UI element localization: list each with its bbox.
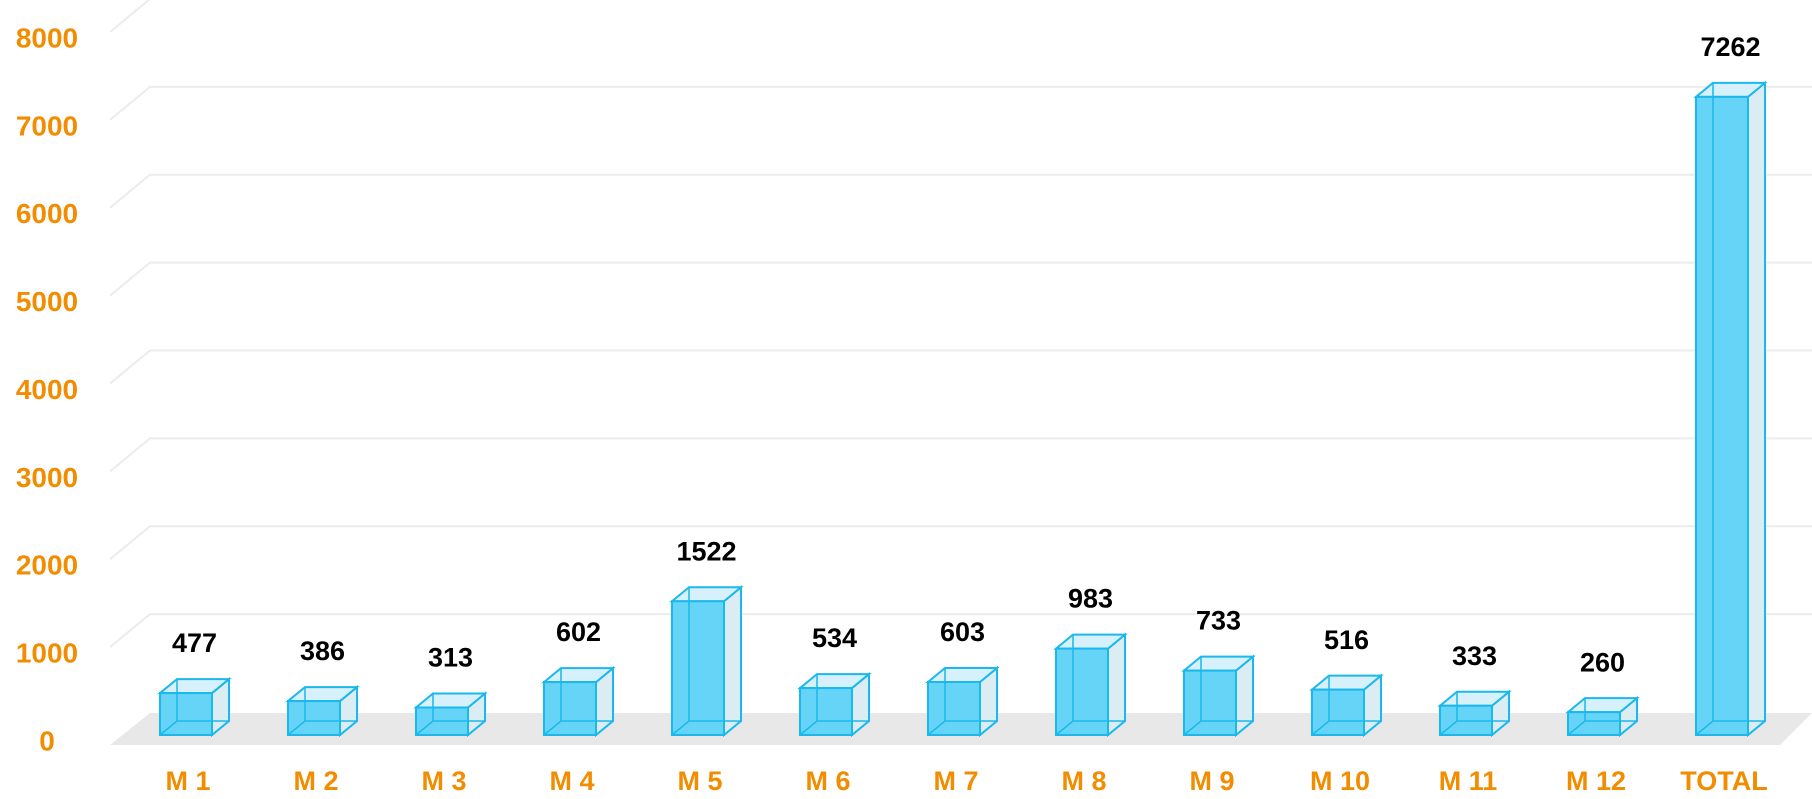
bar-side	[1107, 632, 1126, 738]
y-tick-label: 7000	[16, 110, 78, 141]
bar-side	[1747, 80, 1766, 738]
grid-line	[109, 613, 1812, 648]
bar-front	[543, 681, 597, 736]
grid-line	[109, 525, 1812, 561]
bar	[1693, 80, 1768, 738]
y-tick-label: 6000	[16, 198, 78, 229]
bar	[669, 585, 744, 738]
x-tick-label: M 10	[1310, 766, 1370, 796]
bar	[157, 676, 232, 738]
x-tick-label: M 11	[1439, 766, 1498, 796]
bar	[541, 665, 616, 738]
y-tick-label: 5000	[16, 286, 78, 317]
x-tick-label: M 7	[933, 766, 978, 796]
y-tick-label: 8000	[16, 22, 78, 53]
value-label: 477	[172, 628, 217, 658]
bar	[1565, 696, 1640, 738]
value-label: 733	[1196, 606, 1241, 636]
y-tick-label: 4000	[16, 374, 78, 405]
x-tick-label: M 8	[1061, 766, 1106, 796]
value-label: 313	[428, 643, 473, 673]
x-tick-label: M 9	[1189, 766, 1234, 796]
bar	[285, 684, 360, 738]
bar-front	[287, 700, 341, 737]
value-label: 516	[1324, 625, 1369, 655]
value-label: 386	[300, 636, 345, 666]
value-label: 333	[1452, 641, 1497, 671]
bar-front	[927, 681, 981, 736]
value-label: 983	[1068, 584, 1113, 614]
x-tick-label: M 12	[1566, 766, 1626, 796]
value-label: 7262	[1700, 32, 1760, 62]
grid-line	[109, 261, 1812, 297]
bar	[1053, 632, 1128, 738]
bar-front	[671, 600, 725, 737]
y-tick-label: 1000	[16, 638, 78, 669]
x-tick-label: M 3	[421, 766, 466, 796]
x-tick-label: M 6	[805, 766, 850, 796]
x-tick-label: M 1	[165, 766, 210, 796]
bar-front	[1183, 669, 1237, 737]
y-tick-label: 3000	[16, 462, 78, 493]
grid-line	[109, 437, 1812, 473]
value-label: 602	[556, 617, 601, 647]
bar-front	[1055, 647, 1109, 737]
bar	[1437, 689, 1512, 738]
bar	[925, 665, 1000, 738]
grid-line	[109, 85, 1812, 121]
value-label: 534	[812, 623, 857, 653]
bar-front	[1695, 95, 1749, 737]
bar	[1181, 654, 1256, 738]
bar	[797, 671, 872, 738]
bar-front	[1567, 711, 1621, 737]
x-tick-label: M 4	[549, 766, 594, 796]
grid-line	[109, 349, 1812, 385]
x-tick-label: M 5	[677, 766, 722, 796]
value-label: 603	[940, 617, 985, 647]
value-label: 1522	[676, 536, 736, 566]
x-tick-label: TOTAL	[1680, 766, 1768, 796]
bar	[1309, 673, 1384, 738]
x-tick-label: M 2	[293, 766, 338, 796]
bar-side	[723, 585, 742, 738]
value-label: 260	[1580, 647, 1625, 677]
grid-line	[109, 0, 1812, 33]
y-tick-label: 2000	[16, 550, 78, 581]
y-tick-label: 0	[39, 725, 55, 756]
grid-line	[109, 173, 1812, 209]
bar	[413, 691, 488, 738]
